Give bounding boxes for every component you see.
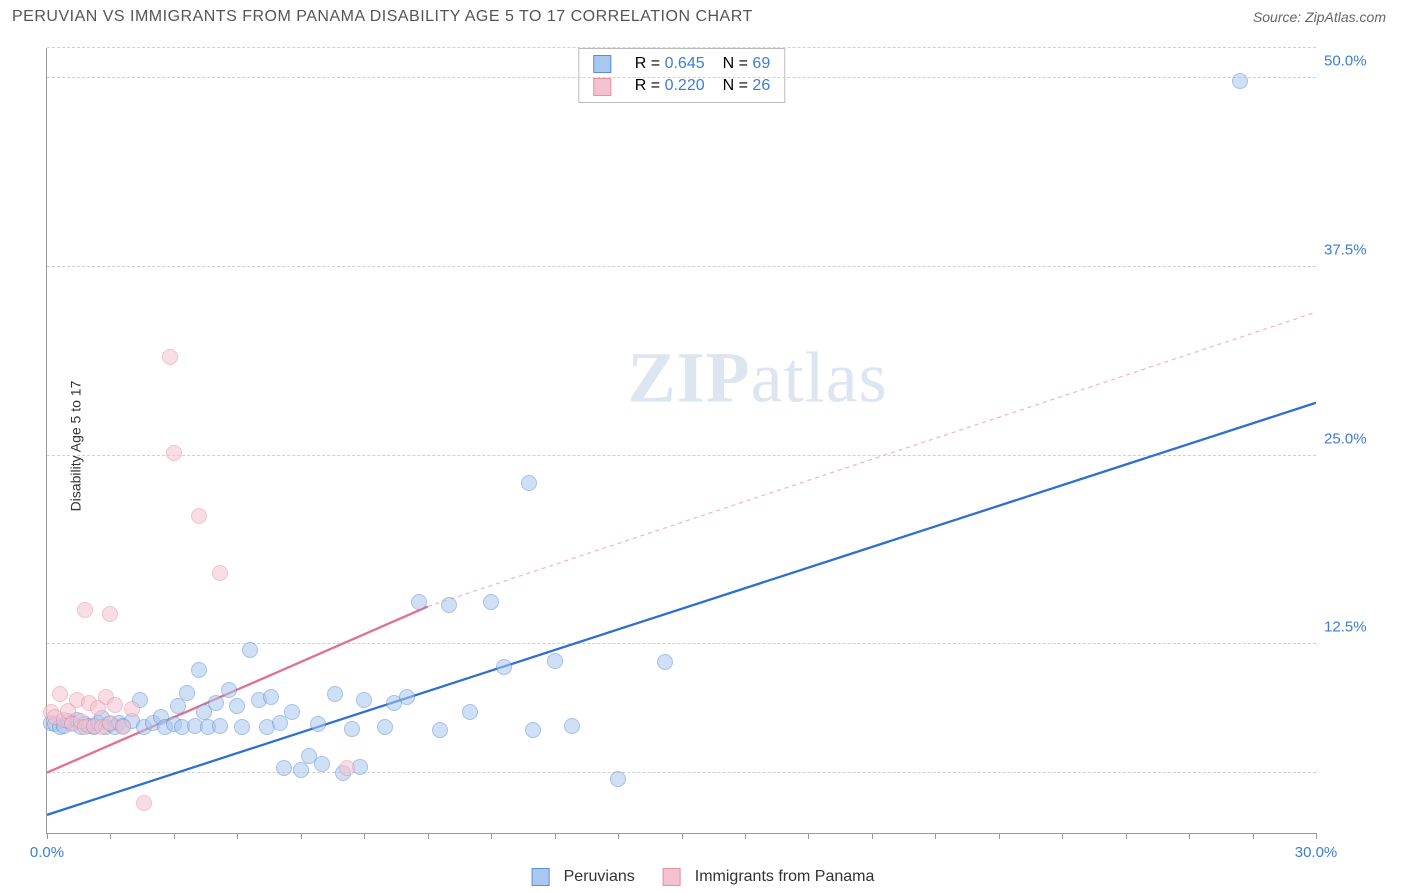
data-point — [377, 719, 393, 735]
data-point — [564, 718, 580, 734]
data-point — [327, 686, 343, 702]
x-tick — [174, 833, 175, 839]
x-tick — [682, 833, 683, 839]
x-tick — [555, 833, 556, 839]
data-point — [293, 762, 309, 778]
y-tick-label: 50.0% — [1324, 53, 1394, 70]
data-point — [234, 719, 250, 735]
data-point — [77, 602, 93, 618]
data-point — [356, 692, 372, 708]
gridline-h — [47, 77, 1316, 78]
data-point — [496, 659, 512, 675]
gridline-h — [47, 772, 1316, 773]
data-point — [124, 701, 140, 717]
stats-row: R = 0.220N = 26 — [593, 75, 770, 97]
x-tick — [491, 833, 492, 839]
chart-area: ZIPatlas R = 0.645N = 69R = 0.220N = 26 … — [46, 48, 1316, 834]
data-point — [229, 698, 245, 714]
data-point — [525, 722, 541, 738]
gridline-h — [47, 455, 1316, 456]
x-tick — [1062, 833, 1063, 839]
data-point — [339, 760, 355, 776]
watermark: ZIPatlas — [628, 336, 888, 419]
chart-title: PERUVIAN VS IMMIGRANTS FROM PANAMA DISAB… — [12, 8, 753, 26]
data-point — [399, 689, 415, 705]
x-tick — [428, 833, 429, 839]
x-tick — [935, 833, 936, 839]
data-point — [179, 685, 195, 701]
data-point — [462, 704, 478, 720]
data-point — [102, 606, 118, 622]
x-tick — [999, 833, 1000, 839]
data-point — [344, 721, 360, 737]
x-tick — [1126, 833, 1127, 839]
data-point — [208, 695, 224, 711]
data-point — [107, 697, 123, 713]
data-point — [547, 653, 563, 669]
x-tick — [618, 833, 619, 839]
data-point — [170, 698, 186, 714]
data-point — [521, 475, 537, 491]
x-tick — [872, 833, 873, 839]
data-point — [657, 654, 673, 670]
x-tick — [808, 833, 809, 839]
data-point — [212, 565, 228, 581]
data-point — [276, 760, 292, 776]
data-point — [191, 662, 207, 678]
data-point — [1232, 73, 1248, 89]
data-point — [162, 349, 178, 365]
data-point — [136, 795, 152, 811]
x-tick — [301, 833, 302, 839]
x-tick — [1253, 833, 1254, 839]
gridline-h — [47, 47, 1316, 48]
x-tick — [1189, 833, 1190, 839]
trend-lines — [47, 48, 1316, 833]
data-point — [411, 594, 427, 610]
x-tick — [237, 833, 238, 839]
data-point — [263, 689, 279, 705]
data-point — [441, 597, 457, 613]
x-tick — [110, 833, 111, 839]
legend-item: Immigrants from Panama — [663, 868, 875, 886]
data-point — [166, 445, 182, 461]
data-point — [610, 771, 626, 787]
y-tick-label: 37.5% — [1324, 241, 1394, 258]
data-point — [483, 594, 499, 610]
data-point — [191, 508, 207, 524]
gridline-h — [47, 643, 1316, 644]
data-point — [432, 722, 448, 738]
source-label: Source: ZipAtlas.com — [1253, 9, 1386, 25]
x-tick — [745, 833, 746, 839]
data-point — [314, 756, 330, 772]
x-tick-label: 30.0% — [1295, 844, 1338, 861]
x-tick — [1316, 833, 1317, 839]
y-tick-label: 12.5% — [1324, 619, 1394, 636]
y-tick-label: 25.0% — [1324, 430, 1394, 447]
data-point — [115, 719, 131, 735]
data-point — [242, 642, 258, 658]
legend-item: Peruvians — [532, 868, 635, 886]
data-point — [212, 718, 228, 734]
data-point — [310, 716, 326, 732]
stats-row: R = 0.645N = 69 — [593, 53, 770, 75]
gridline-h — [47, 266, 1316, 267]
data-point — [284, 704, 300, 720]
data-point — [221, 682, 237, 698]
x-tick-label: 0.0% — [30, 844, 64, 861]
stats-legend-box: R = 0.645N = 69R = 0.220N = 26 — [578, 48, 785, 103]
series-legend: Peruvians Immigrants from Panama — [532, 868, 875, 886]
x-tick — [364, 833, 365, 839]
x-tick — [47, 833, 48, 839]
data-point — [52, 686, 68, 702]
